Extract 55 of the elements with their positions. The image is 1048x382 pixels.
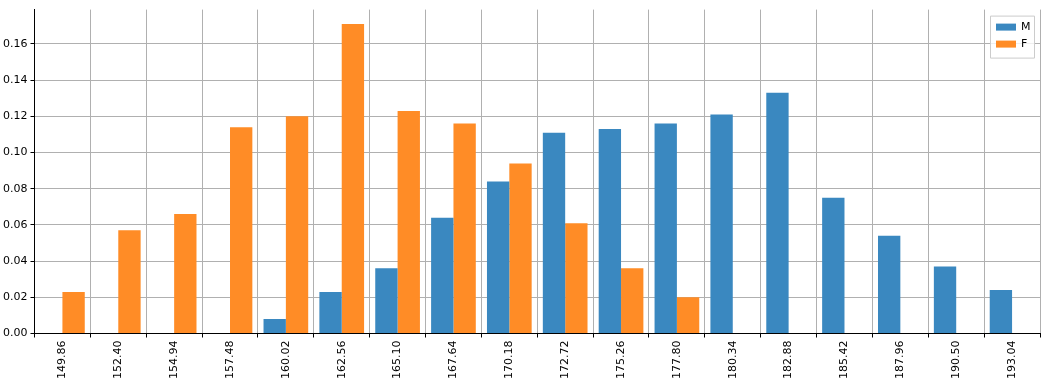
bar — [375, 268, 398, 334]
x-tick-label: 152.40 — [111, 340, 125, 380]
y-tick-label: 0.14 — [2, 73, 28, 87]
bar — [989, 290, 1013, 334]
bar — [174, 214, 197, 334]
bar — [486, 181, 510, 334]
x-tick-label: 182.88 — [781, 340, 795, 380]
y-tick-label: 0.02 — [2, 290, 28, 304]
x-tick-label: 172.72 — [558, 340, 572, 380]
bar — [878, 235, 901, 334]
bar — [453, 123, 476, 334]
y-tick-label: 0.16 — [2, 36, 28, 50]
y-tick-label: 0.10 — [2, 145, 28, 159]
bar — [509, 163, 532, 334]
x-tick-label: 180.34 — [725, 340, 739, 380]
x-tick-label: 193.04 — [1004, 340, 1018, 380]
bar — [319, 291, 342, 334]
x-tick-label: 175.26 — [613, 340, 627, 380]
x-tick-label: 177.80 — [669, 340, 683, 380]
x-tick-label: 167.64 — [446, 340, 460, 380]
x-tick-label: 185.42 — [837, 340, 851, 380]
y-tick-label: 0.08 — [2, 181, 28, 195]
bar — [230, 127, 253, 334]
y-tick-label: 0.06 — [2, 217, 28, 231]
x-tick-label: 149.86 — [55, 340, 69, 380]
x-tick-label: 162.56 — [334, 340, 348, 380]
bar — [542, 132, 566, 334]
bar — [431, 217, 454, 334]
bar — [565, 223, 588, 334]
x-tick-label: 187.96 — [893, 340, 907, 380]
bar — [118, 230, 141, 334]
bar — [598, 129, 622, 334]
y-tick-label: 0.12 — [2, 109, 28, 123]
bar — [397, 110, 420, 334]
bar — [621, 268, 644, 334]
legend-label: M — [1021, 20, 1031, 34]
x-tick-label: 160.02 — [278, 340, 292, 380]
y-tick-label: 0.00 — [2, 326, 28, 340]
bar — [766, 92, 789, 334]
x-tick-label: 190.50 — [949, 340, 963, 380]
bar — [62, 291, 85, 334]
bar — [933, 266, 957, 334]
bar — [285, 116, 309, 334]
bar — [341, 24, 365, 334]
bar — [654, 123, 677, 334]
legend-label: F — [1021, 37, 1028, 51]
x-tick-label: 154.94 — [167, 340, 181, 380]
x-tick-label: 165.10 — [390, 340, 404, 380]
y-tick-label: 0.04 — [2, 253, 28, 267]
bar — [822, 197, 845, 334]
bar — [710, 114, 733, 334]
x-tick-label: 157.48 — [222, 340, 236, 380]
bar — [676, 297, 700, 334]
x-tick-label: 170.18 — [502, 340, 516, 380]
bar — [263, 319, 286, 334]
